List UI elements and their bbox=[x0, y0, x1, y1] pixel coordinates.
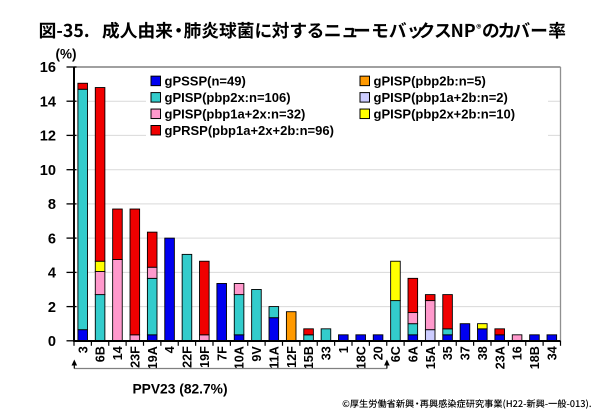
svg-text:23A: 23A bbox=[493, 346, 507, 369]
svg-text:16: 16 bbox=[40, 60, 56, 76]
svg-text:15B: 15B bbox=[302, 346, 316, 369]
svg-text:22F: 22F bbox=[181, 346, 195, 368]
svg-text:34: 34 bbox=[545, 346, 559, 360]
svg-text:14: 14 bbox=[40, 94, 57, 110]
svg-text:gPRSP(pbp1a+2x+2b:n=96): gPRSP(pbp1a+2x+2b:n=96) bbox=[165, 123, 334, 138]
svg-text:1: 1 bbox=[337, 346, 351, 353]
svg-text:18C: 18C bbox=[354, 346, 368, 369]
svg-text:gPISP(pbp2x:n=106): gPISP(pbp2x:n=106) bbox=[165, 90, 291, 105]
svg-text:2: 2 bbox=[48, 300, 56, 316]
svg-text:(%): (%) bbox=[56, 47, 77, 62]
svg-text:11A: 11A bbox=[267, 346, 281, 368]
svg-text:10: 10 bbox=[40, 163, 56, 179]
svg-text:20: 20 bbox=[372, 346, 386, 360]
svg-text:gPISP(pbp2x+2b:n=10): gPISP(pbp2x+2b:n=10) bbox=[374, 106, 516, 121]
svg-text:6C: 6C bbox=[389, 346, 403, 362]
svg-text:4: 4 bbox=[48, 266, 57, 282]
svg-text:19F: 19F bbox=[198, 346, 212, 368]
svg-text:37: 37 bbox=[459, 346, 473, 360]
svg-text:gPISP(pbp1a+2b:n=2): gPISP(pbp1a+2b:n=2) bbox=[374, 90, 508, 105]
svg-text:gPSSP(n=49): gPSSP(n=49) bbox=[165, 74, 246, 89]
svg-text:7F: 7F bbox=[215, 346, 229, 361]
svg-text:14: 14 bbox=[111, 346, 125, 360]
svg-text:4: 4 bbox=[163, 346, 177, 353]
svg-text:33: 33 bbox=[320, 346, 334, 360]
svg-text:gPISP(pbp2b:n=5): gPISP(pbp2b:n=5) bbox=[374, 74, 486, 89]
svg-text:3: 3 bbox=[76, 346, 90, 353]
svg-text:12F: 12F bbox=[285, 346, 299, 368]
svg-text:PPV23 (82.7%): PPV23 (82.7%) bbox=[132, 382, 227, 397]
svg-text:15A: 15A bbox=[424, 346, 438, 369]
svg-text:23F: 23F bbox=[128, 346, 142, 368]
svg-text:16: 16 bbox=[511, 346, 525, 360]
svg-text:9V: 9V bbox=[250, 346, 264, 362]
svg-text:6: 6 bbox=[48, 231, 56, 247]
svg-text:19A: 19A bbox=[146, 346, 160, 369]
svg-text:35: 35 bbox=[441, 346, 455, 360]
svg-text:38: 38 bbox=[476, 346, 490, 360]
svg-text:6B: 6B bbox=[94, 346, 108, 362]
svg-text:8: 8 bbox=[48, 197, 56, 213]
svg-text:6A: 6A bbox=[406, 346, 420, 362]
svg-text:gPISP(pbp1a+2x:n=32): gPISP(pbp1a+2x:n=32) bbox=[165, 106, 306, 121]
svg-text:12: 12 bbox=[40, 129, 56, 145]
svg-text:18B: 18B bbox=[528, 346, 542, 369]
svg-text:0: 0 bbox=[48, 334, 56, 350]
svg-text:10A: 10A bbox=[233, 346, 247, 369]
